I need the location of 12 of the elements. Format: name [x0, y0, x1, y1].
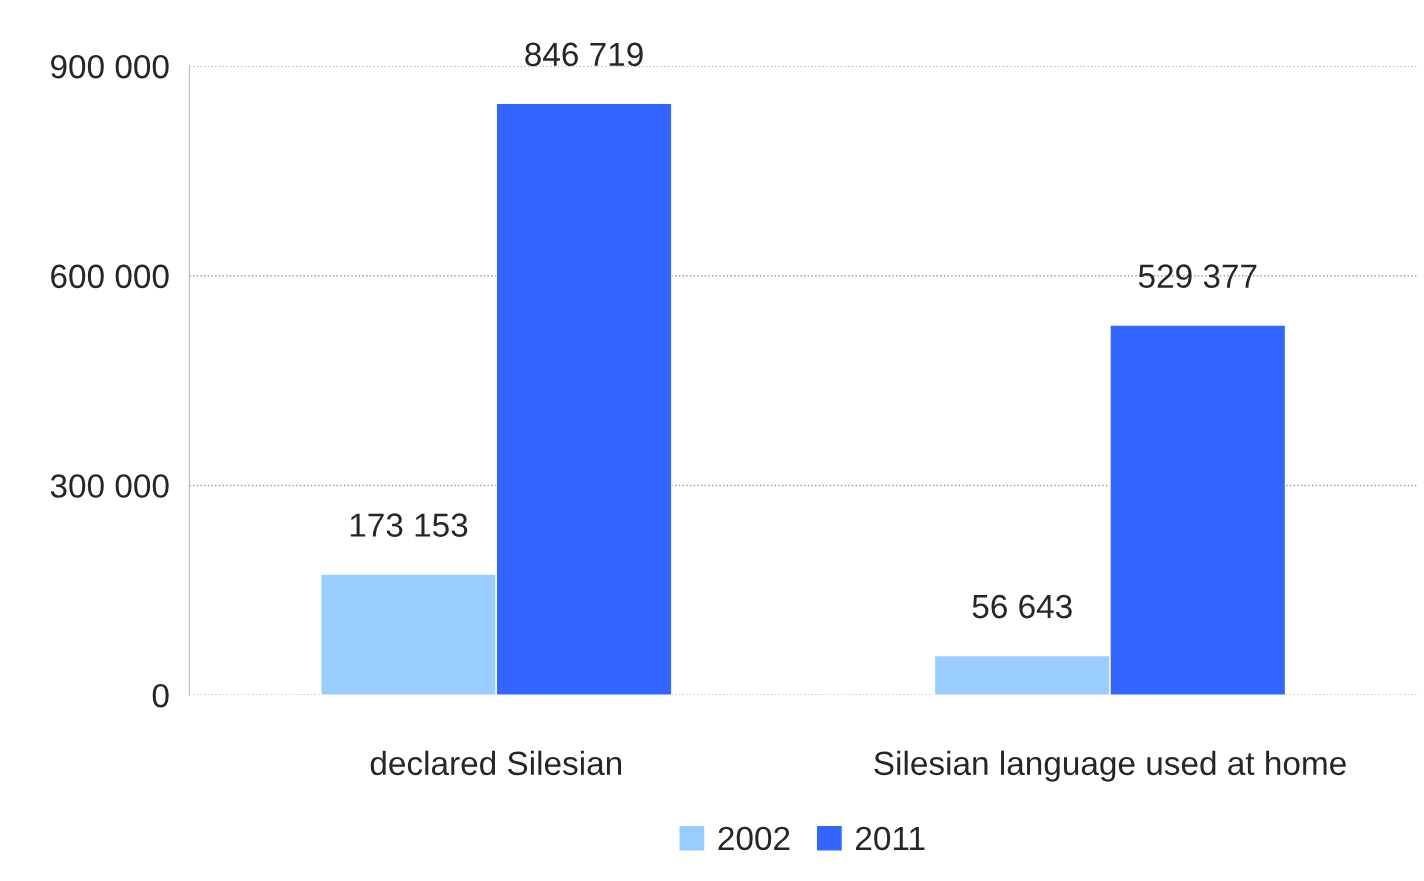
x-tick-label: Silesian language used at home — [874, 750, 1346, 782]
legend-label: 2002 — [718, 826, 790, 851]
data-label: 529 377 — [1138, 264, 1257, 288]
y-tick-label: 300 000 — [50, 474, 169, 498]
data-label: 846 719 — [525, 42, 643, 67]
data-label: 56 643 — [972, 594, 1072, 619]
y-tick-label: 600 000 — [51, 264, 169, 289]
legend-label: 2011 — [856, 826, 925, 851]
y-tick-label: 0 — [152, 683, 169, 708]
data-label: 173 153 — [350, 513, 468, 537]
y-tick-label: 900 000 — [51, 54, 169, 79]
x-tick-label: declared Silesian — [370, 750, 622, 776]
